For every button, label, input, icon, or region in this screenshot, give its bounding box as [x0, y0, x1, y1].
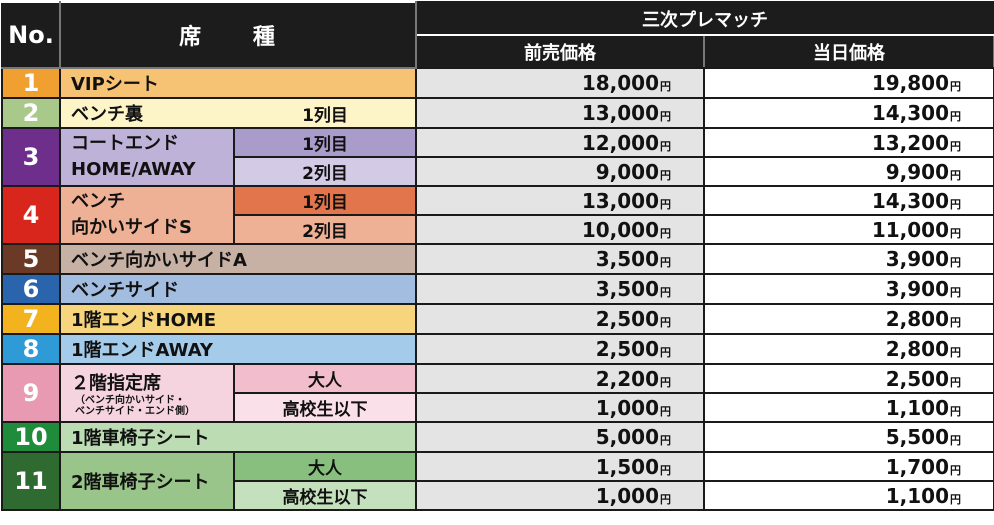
seat-name: コートエンド HOME/AWAY: [59, 127, 235, 187]
seat-subtype: 1列目: [232, 97, 418, 129]
seat-subtype: 高校生以下: [232, 392, 418, 423]
sameday-price: 5,500円: [703, 421, 994, 453]
row-number: 8: [1, 333, 61, 365]
advance-price: 13,000円: [415, 185, 706, 216]
row-number: 5: [1, 243, 61, 275]
seat-name: ２階指定席 （ベンチ向かいサイド・ ベンチサイド・エンド側）: [59, 363, 235, 423]
sameday-price: 19,800円: [703, 67, 994, 99]
seat-subtype: 高校生以下: [232, 480, 418, 511]
sameday-price: 1,100円: [703, 392, 994, 423]
header-group: 三次プレマッチ: [415, 1, 994, 36]
row-number: 7: [1, 303, 61, 335]
sameday-price: 2,500円: [703, 363, 994, 394]
seat-name: ベンチサイド: [58, 273, 418, 305]
advance-price: 18,000円: [415, 67, 706, 99]
advance-price: 3,500円: [415, 273, 706, 305]
sameday-price: 3,900円: [703, 243, 994, 275]
advance-price: 2,200円: [415, 363, 706, 394]
seat-subtype: 2列目: [232, 214, 418, 245]
seat-subtype: 2列目: [232, 156, 418, 187]
seat-note: （ベンチ向かいサイド・: [75, 395, 185, 406]
header-sameday: 当日価格: [703, 34, 994, 69]
header-no: No.: [1, 1, 61, 69]
seat-name: 1階エンドAWAY: [58, 333, 418, 365]
sameday-price: 9,900円: [703, 156, 994, 187]
advance-price: 12,000円: [415, 127, 706, 158]
advance-price: 5,000円: [415, 421, 706, 453]
header-seat: 席 種: [58, 1, 418, 69]
header-advance: 前売価格: [415, 34, 706, 69]
advance-price: 13,000円: [415, 97, 706, 129]
sameday-price: 13,200円: [703, 127, 994, 158]
advance-price: 1,000円: [415, 480, 706, 511]
seat-subtype: 大人: [232, 451, 418, 482]
row-number: 10: [1, 421, 61, 453]
seat-name: 2階車椅子シート: [59, 451, 235, 511]
row-number: 6: [1, 273, 61, 305]
advance-price: 9,000円: [415, 156, 706, 187]
sameday-price: 2,800円: [703, 303, 994, 335]
seat-name: 1階エンドHOME: [58, 303, 418, 335]
row-number: 2: [1, 97, 61, 129]
advance-price: 1,000円: [415, 392, 706, 423]
advance-price: 10,000円: [415, 214, 706, 245]
advance-price: 3,500円: [415, 243, 706, 275]
seat-name: ベンチ向かいサイドA: [58, 243, 418, 275]
advance-price: 2,500円: [415, 333, 706, 365]
row-number: 4: [1, 185, 61, 245]
sameday-price: 14,300円: [703, 97, 994, 129]
seat-subtype: 大人: [232, 363, 418, 394]
row-number: 9: [1, 363, 61, 423]
seat-name: 1階車椅子シート: [58, 421, 418, 453]
advance-price: 1,500円: [415, 451, 706, 482]
sameday-price: 14,300円: [703, 185, 994, 216]
row-number: 1: [1, 67, 61, 99]
seat-subtype: 1列目: [232, 127, 418, 158]
sameday-price: 11,000円: [703, 214, 994, 245]
row-number: 3: [1, 127, 61, 187]
seat-name: ベンチ裏: [59, 97, 235, 129]
sameday-price: 3,900円: [703, 273, 994, 305]
sameday-price: 1,100円: [703, 480, 994, 511]
seat-subtype: 1列目: [232, 185, 418, 216]
sameday-price: 1,700円: [703, 451, 994, 482]
sameday-price: 2,800円: [703, 333, 994, 365]
seat-name: VIPシート: [58, 67, 418, 99]
row-number: 11: [1, 451, 61, 511]
advance-price: 2,500円: [415, 303, 706, 335]
seat-note: ベンチサイド・エンド側）: [75, 406, 195, 417]
ticket-price-table: No. 席 種 三次プレマッチ 前売価格 当日価格 1 VIPシート 18,00…: [1, 1, 994, 511]
seat-name: ベンチ 向かいサイドS: [59, 185, 235, 245]
